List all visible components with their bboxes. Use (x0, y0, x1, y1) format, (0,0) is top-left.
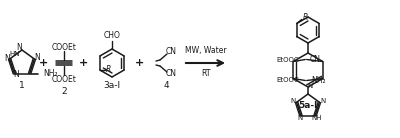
Text: CN: CN (166, 47, 176, 56)
Text: N: N (14, 70, 19, 79)
Text: CN: CN (166, 70, 176, 79)
Text: N: N (321, 98, 326, 104)
Text: N: N (34, 54, 40, 63)
Text: N: N (290, 98, 295, 104)
Text: NH: NH (312, 115, 322, 121)
Text: RT: RT (201, 70, 210, 79)
Text: COOEt: COOEt (52, 75, 76, 83)
Text: COOEt: COOEt (52, 43, 76, 51)
Text: CN: CN (309, 55, 320, 64)
Text: 2: 2 (61, 87, 67, 95)
Text: 1: 1 (19, 80, 25, 90)
Text: EtOOC: EtOOC (276, 56, 299, 63)
Text: +: + (135, 58, 145, 68)
Text: CHO: CHO (104, 31, 120, 40)
Text: R: R (303, 13, 308, 22)
Text: N: N (307, 83, 313, 89)
Text: MW, Water: MW, Water (185, 46, 226, 55)
Text: HN: HN (10, 51, 20, 57)
Text: 3a-l: 3a-l (104, 80, 120, 90)
Text: +: + (79, 58, 89, 68)
Text: N: N (16, 43, 22, 52)
Text: NH₂: NH₂ (311, 76, 326, 85)
Text: 4: 4 (163, 80, 169, 90)
Text: EtOOC: EtOOC (276, 78, 299, 83)
Text: +: + (39, 58, 49, 68)
Text: 5a-l: 5a-l (298, 100, 318, 109)
Text: N: N (4, 55, 10, 63)
Text: N: N (297, 115, 302, 121)
Text: R: R (106, 66, 112, 75)
Text: NH₂: NH₂ (44, 69, 58, 78)
